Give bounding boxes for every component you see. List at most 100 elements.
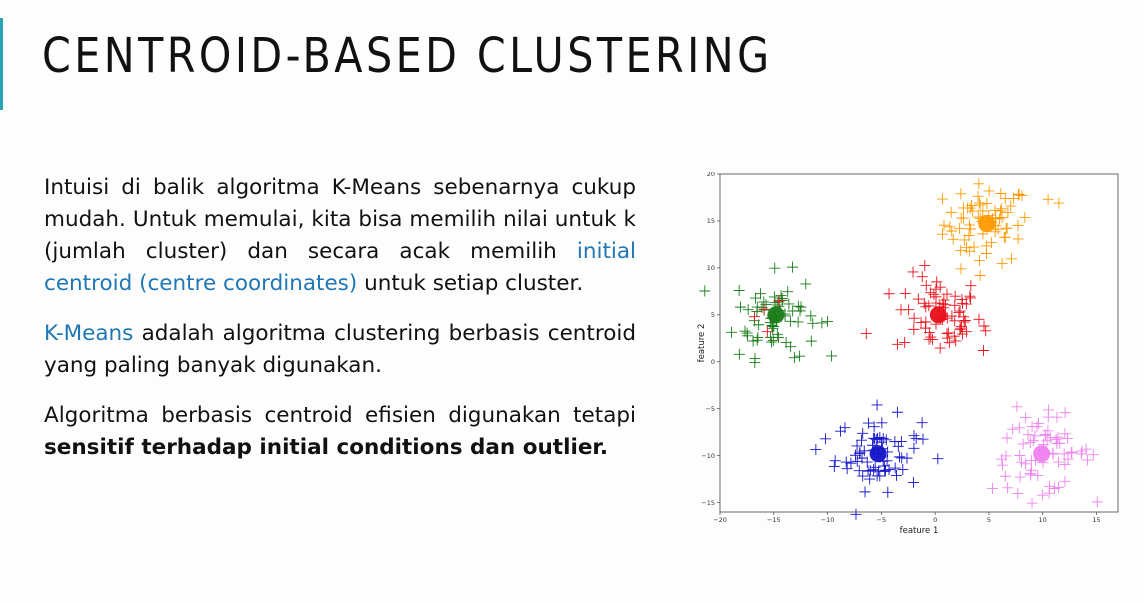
data-point [890,469,902,481]
data-point [787,305,799,317]
p1-highlight: initial centroid (centre coordinates) [44,239,636,296]
data-point [1081,454,1093,466]
data-point [748,311,760,323]
data-point [829,455,841,467]
data-point [874,431,886,443]
data-point [862,417,874,429]
data-point [999,470,1011,482]
data-point [925,331,937,343]
y-tick-label: 5 [711,311,715,319]
data-point [955,320,967,332]
data-point [996,453,1008,465]
data-point [864,473,876,485]
data-point [915,316,927,328]
data-point [734,301,746,313]
data-point [855,434,867,446]
data-point [926,333,938,345]
data-point [725,326,737,338]
scatter-chart: −20 −15 −10 −5 0 5 10 15 −15 −10 −5 0 5 10 15 20 feature… [690,170,1130,536]
data-point [943,337,955,349]
slide-title: CENTROID-BASED CLUSTERING [42,28,773,84]
data-point [958,316,970,328]
data-point [1028,435,1040,447]
data-point [936,193,948,205]
data-point [891,406,903,418]
data-point [1059,458,1071,470]
data-point [910,433,922,445]
data-point [840,456,852,468]
x-tick-label: −10 [821,516,835,524]
data-point [782,286,794,298]
centroid-marker [1033,445,1051,463]
data-point [749,292,761,304]
data-point [960,326,972,338]
data-point [1026,420,1038,432]
data-point [892,440,904,452]
data-point [1013,422,1025,434]
p3-bold: sensitif terhadap initial conditions dan… [44,435,609,460]
data-point [996,459,1008,471]
data-point [974,199,986,211]
data-point [953,307,965,319]
data-point [1041,435,1053,447]
data-point [860,328,872,340]
p1-text-end: untuk setiap cluster. [357,271,584,296]
data-point [775,290,787,302]
data-point [955,188,967,200]
data-point [819,433,831,445]
data-point [907,476,919,488]
data-point [784,315,796,327]
data-point [1033,417,1045,429]
data-point [699,285,711,297]
data-point [822,315,834,327]
p2-text: adalah algoritma clustering berbasis cen… [44,321,636,378]
data-point [845,457,857,469]
data-point [928,288,940,300]
y-axis-label: feature 2 [697,324,707,363]
data-point [955,322,967,334]
data-point [985,237,997,249]
data-point [805,335,817,347]
data-point [996,258,1008,270]
data-point [854,448,866,460]
data-point [989,204,1001,216]
data-point [879,465,891,477]
data-point [959,234,971,246]
data-point [742,330,754,342]
data-point [974,269,986,281]
data-point [955,244,967,256]
data-point [880,434,892,446]
data-point [882,486,894,498]
data-point [923,300,935,312]
data-point [769,262,781,274]
data-point [795,301,807,313]
y-tick-label: 15 [707,217,715,225]
data-point [963,229,975,241]
data-point [947,233,959,245]
data-point [1017,438,1029,450]
p1-text: Intuisi di balik algoritma K-Means seben… [44,175,636,264]
data-point [965,292,977,304]
data-point [941,288,953,300]
data-point [1019,211,1031,223]
data-point [1005,253,1017,265]
data-point [1043,487,1055,499]
data-point [841,463,853,475]
data-point [849,449,861,461]
data-point [765,331,777,343]
data-point [981,198,993,210]
data-point [862,465,874,477]
data-point [753,319,765,331]
title-accent-bar [0,18,3,110]
y-tick-label: −10 [701,452,715,460]
data-point [963,219,975,231]
data-point [1026,497,1038,509]
data-point [899,336,911,348]
data-point [826,350,838,362]
data-point [835,425,847,437]
data-point [973,313,985,325]
data-point [940,299,952,311]
y-tick-label: 10 [707,264,715,272]
y-tick-label: 0 [711,358,715,366]
data-point [1052,456,1064,468]
